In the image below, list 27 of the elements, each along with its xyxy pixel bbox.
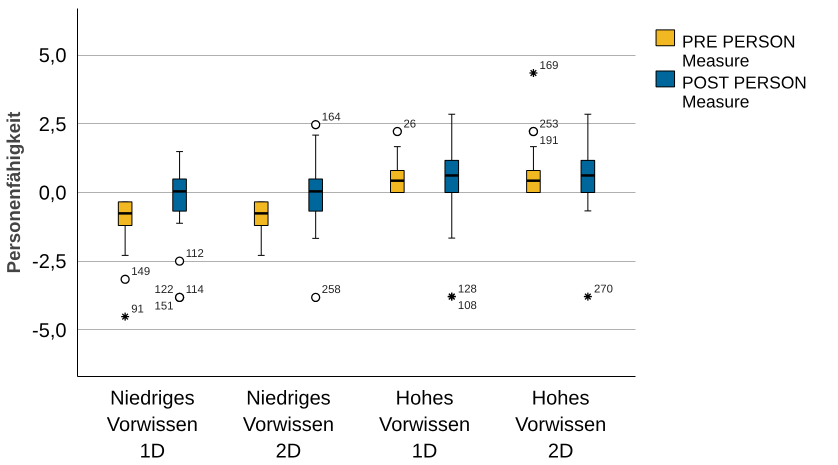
annotation: 128 <box>458 283 477 296</box>
y-tick-label: 0,0 <box>38 182 67 204</box>
y-tick-label: 5,0 <box>38 45 67 68</box>
annotation: 258 <box>322 284 341 296</box>
legend-label: PRE PERSON Measure <box>682 31 796 70</box>
annotation: 151 <box>154 300 174 313</box>
x-tick-label: Niedriges Vorwissen 1D <box>106 388 198 462</box>
annotation: 122 <box>154 284 174 296</box>
annotation: 169 <box>540 60 558 72</box>
annotation: 253 <box>540 118 558 130</box>
annotation: 91 <box>131 303 144 316</box>
annotation: 112 <box>186 248 204 260</box>
x-tick-label: Hohes Vorwissen 2D <box>515 388 606 462</box>
annotation: 26 <box>403 118 416 130</box>
annotation: 191 <box>540 134 558 147</box>
y-axis-title: Personenfähigkeit <box>3 112 24 274</box>
x-tick-label: Hohes Vorwissen 1D <box>378 388 470 462</box>
annotation: 114 <box>186 284 204 296</box>
legend-label: POST PERSON Measure <box>682 72 807 112</box>
annotation: 108 <box>458 300 477 312</box>
x-tick-label: Niedriges Vorwissen 2D <box>242 388 334 462</box>
annotation: 149 <box>131 266 150 278</box>
annotation: 164 <box>322 111 341 124</box>
y-tick-label: -5,0 <box>32 320 67 342</box>
y-tick-label: 2,5 <box>38 114 67 136</box>
y-tick-label: -2,5 <box>32 251 67 274</box>
annotation: 270 <box>594 283 613 296</box>
